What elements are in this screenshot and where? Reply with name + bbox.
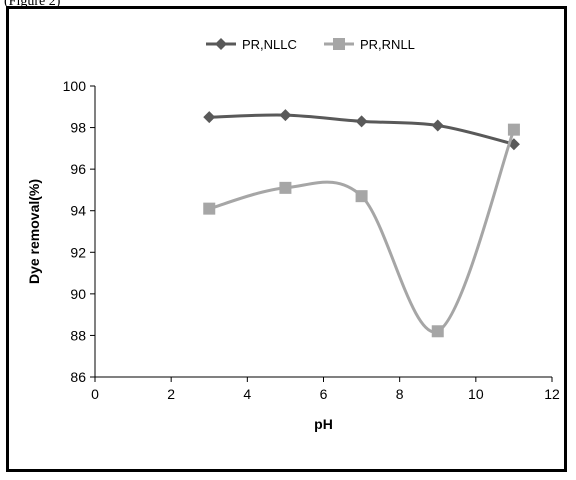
y-tick-label: 98 (70, 120, 86, 136)
data-point (431, 325, 444, 338)
x-tick-label: 12 (544, 386, 560, 402)
data-point (203, 202, 216, 215)
y-tick-label: 94 (70, 203, 86, 219)
y-tick-label: 90 (70, 286, 86, 302)
series-1 (203, 109, 520, 151)
legend-item-2: PR,RNLL (324, 37, 415, 52)
legend-label: PR,RNLL (360, 37, 415, 52)
chart-frame: PR,NLLC PR,RNLL 86 88 90 92 94 96 98 100 0 2 4 6 8 10 1… (6, 6, 567, 472)
x-tick-label: 4 (243, 386, 251, 402)
data-point (279, 181, 292, 194)
legend-item-1: PR,NLLC (206, 37, 297, 52)
axes: 86 88 90 92 94 96 98 100 0 2 4 6 8 10 12 (63, 78, 560, 402)
legend-swatch-marker (333, 38, 345, 50)
x-tick-label: 0 (91, 386, 99, 402)
x-tick-label: 2 (167, 386, 175, 402)
line-chart: PR,NLLC PR,RNLL 86 88 90 92 94 96 98 100 0 2 4 6 8 10 1… (26, 37, 560, 432)
y-tick-label: 96 (70, 161, 86, 177)
x-tick-label: 10 (468, 386, 484, 402)
legend-label: PR,NLLC (242, 37, 297, 52)
series-layer (203, 109, 520, 338)
legend: PR,NLLC PR,RNLL (206, 37, 415, 52)
series-2 (203, 123, 520, 338)
y-axis-title: Dye removal(%) (26, 179, 42, 284)
y-tick-label: 86 (70, 369, 86, 385)
x-tick-label: 8 (396, 386, 404, 402)
caption-fragment: (Figure 2) (4, 0, 61, 9)
data-point (355, 190, 368, 203)
y-tick-label: 92 (70, 244, 86, 260)
series-line (208, 129, 516, 334)
data-point (431, 119, 444, 132)
data-point (279, 109, 292, 122)
x-tick-label: 6 (320, 386, 328, 402)
y-tick-label: 88 (70, 327, 86, 343)
legend-swatch-marker (215, 38, 227, 50)
data-point (507, 123, 520, 136)
y-tick-label: 100 (63, 78, 87, 94)
data-point (203, 111, 216, 124)
x-axis-title: pH (314, 416, 333, 432)
data-point (355, 115, 368, 128)
